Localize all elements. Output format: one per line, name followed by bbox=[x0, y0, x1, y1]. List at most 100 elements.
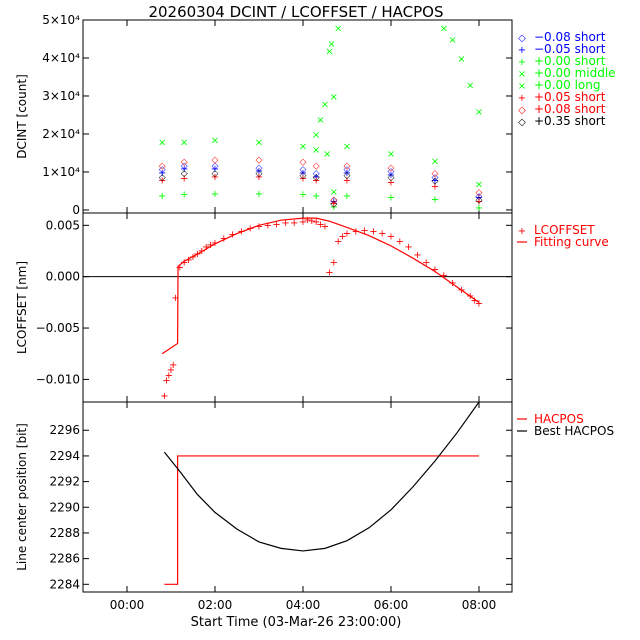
data-point: × bbox=[325, 46, 333, 57]
data-point: × bbox=[343, 141, 351, 152]
data-point: × bbox=[180, 138, 188, 149]
data-point: + bbox=[387, 170, 395, 181]
data-point: ◇ bbox=[344, 161, 351, 171]
data-point: × bbox=[316, 115, 324, 126]
y-tick-label: 2290 bbox=[49, 500, 80, 514]
y-tick-label: 2×10⁴ bbox=[42, 127, 80, 141]
legend-swatch: × bbox=[518, 81, 526, 92]
data-point: + bbox=[165, 370, 173, 381]
data-point: + bbox=[299, 168, 307, 179]
data-point: ◇ bbox=[212, 156, 219, 166]
data-point: × bbox=[448, 35, 456, 46]
series-0-08-short: ◇ ◇ ◇ ◇ ◇ ◇◇◇ ◇◇◇ bbox=[159, 161, 483, 205]
y-tick-label: −0.010 bbox=[36, 372, 80, 386]
data-point: + bbox=[206, 240, 214, 251]
data-point: ◇ bbox=[476, 188, 483, 198]
data-point: × bbox=[255, 138, 263, 149]
data-point: ◇ bbox=[313, 169, 320, 179]
data-point: × bbox=[312, 130, 320, 141]
data-point: + bbox=[475, 193, 483, 204]
panel-top: 0 1×10⁴ 2×10⁴ 3×10⁴ 4×10⁴ 5×10⁴ DCINT [count] ◇… bbox=[15, 13, 616, 217]
data-point: + bbox=[312, 217, 320, 228]
data-point: + bbox=[343, 168, 351, 179]
y-tick-label: 2294 bbox=[49, 449, 80, 463]
data-point: ◇ bbox=[344, 171, 351, 181]
data-point: ◇ bbox=[300, 158, 307, 168]
x-tick-label: 06:00 bbox=[374, 598, 409, 612]
series-0-05-short: +++++++++++ bbox=[158, 164, 483, 207]
data-point: + bbox=[312, 176, 320, 187]
data-point: + bbox=[180, 164, 188, 175]
data-point: + bbox=[360, 225, 368, 236]
legend-label: Best HACPOS bbox=[534, 424, 614, 438]
data-point: × bbox=[457, 54, 465, 65]
data-point: + bbox=[378, 229, 386, 240]
data-point: + bbox=[281, 218, 289, 229]
data-point: + bbox=[343, 229, 351, 240]
data-point: ◇ bbox=[256, 163, 263, 173]
y-axis-label: Line center position [bit] bbox=[15, 423, 29, 571]
data-point: + bbox=[475, 298, 483, 309]
data-point: × bbox=[327, 39, 335, 50]
data-point: × bbox=[475, 107, 483, 118]
data-point: + bbox=[255, 221, 263, 232]
data-point: + bbox=[312, 191, 320, 202]
data-point: + bbox=[180, 257, 188, 268]
data-point: + bbox=[176, 262, 184, 273]
series-line bbox=[161, 217, 480, 355]
legend-label: +0.00 short bbox=[534, 54, 606, 68]
data-point: + bbox=[160, 391, 168, 402]
legend-swatch: × bbox=[518, 69, 526, 80]
data-point: + bbox=[299, 217, 307, 228]
data-point: + bbox=[211, 189, 219, 200]
y-tick-label: 2296 bbox=[49, 423, 80, 437]
y-tick-label: 2292 bbox=[49, 475, 80, 489]
data-point: + bbox=[299, 174, 307, 185]
data-point: + bbox=[255, 189, 263, 200]
legend-swatch: + bbox=[518, 93, 526, 104]
y-axis-label: LCOFFSET [nm] bbox=[15, 261, 29, 354]
data-point: × bbox=[387, 149, 395, 160]
data-point: + bbox=[325, 268, 333, 279]
legend-swatch: + bbox=[518, 45, 526, 56]
data-point: + bbox=[330, 198, 338, 209]
data-point: + bbox=[202, 242, 210, 253]
data-point: + bbox=[404, 242, 412, 253]
data-point: ◇ bbox=[432, 169, 439, 179]
data-point: ◇ bbox=[344, 165, 351, 175]
series-0-00-short: + + + + + +++ + ++ bbox=[158, 189, 483, 213]
data-point: + bbox=[343, 176, 351, 187]
data-point: × bbox=[323, 149, 331, 160]
series-0-00-middle: ×××××××××××××× bbox=[312, 24, 483, 160]
series-fitting-curve bbox=[161, 217, 480, 355]
data-point: + bbox=[352, 226, 360, 237]
series-best-hacpos bbox=[163, 402, 480, 552]
data-point: × bbox=[334, 24, 342, 35]
legend: ◇ −0.08 short + −0.05 short + +0.00 short × +0.… bbox=[518, 30, 616, 128]
data-point: + bbox=[158, 176, 166, 187]
legend-label: +0.35 short bbox=[534, 114, 606, 128]
data-point: ◇ bbox=[181, 158, 188, 168]
y-tick-label: 2288 bbox=[49, 526, 80, 540]
data-point: × bbox=[330, 187, 338, 198]
data-point: + bbox=[431, 181, 439, 192]
series-0-00-long: × × × × × ×××××× bbox=[158, 136, 483, 198]
data-point: + bbox=[184, 255, 192, 266]
data-point: + bbox=[369, 226, 377, 237]
legend-swatch: ◇ bbox=[518, 117, 526, 128]
y-axis-label: DCINT [count] bbox=[15, 74, 29, 159]
data-point: + bbox=[180, 190, 188, 201]
data-point: ◇ bbox=[159, 165, 166, 175]
data-point: + bbox=[387, 232, 395, 243]
data-point: ◇ bbox=[476, 192, 483, 202]
data-point: + bbox=[255, 166, 263, 177]
legend-label: +0.05 short bbox=[534, 90, 606, 104]
panel-frame bbox=[82, 401, 513, 593]
series-0-08-short: ◇ ◇ ◇ ◇ ◇ ◇◇◇ ◇◇◇ bbox=[159, 156, 483, 206]
series-line bbox=[164, 455, 479, 585]
x-tick-label: 00:00 bbox=[110, 598, 145, 612]
data-point: ◇ bbox=[388, 163, 395, 173]
data-point: ◇ bbox=[476, 196, 483, 206]
data-point: + bbox=[440, 271, 448, 282]
